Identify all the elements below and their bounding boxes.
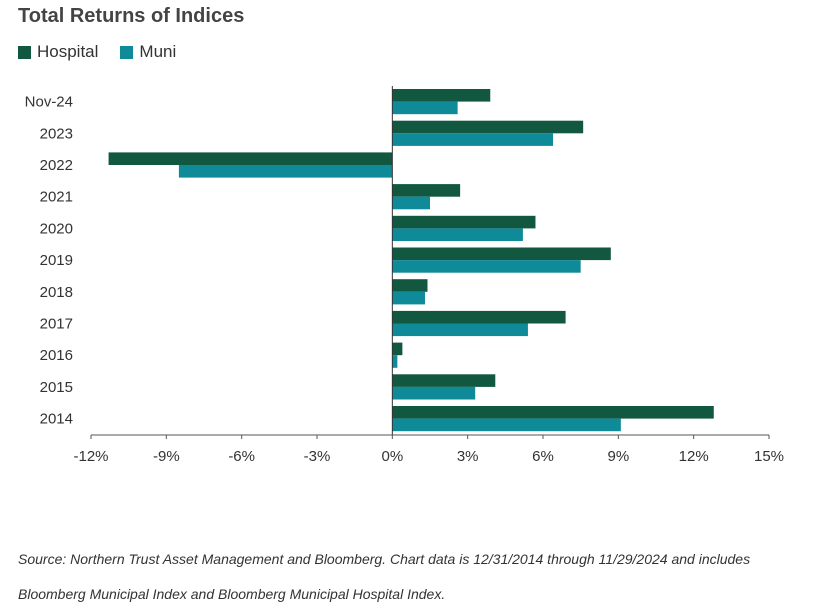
bar-muni-2020 bbox=[392, 228, 523, 241]
bar-hospital-2023 bbox=[392, 120, 584, 134]
bar-muni-2021 bbox=[392, 196, 430, 210]
chart-title: Total Returns of Indices bbox=[18, 5, 245, 27]
x-tick-label: 3% bbox=[457, 448, 479, 465]
legend: Hospital Muni bbox=[18, 42, 198, 62]
bar-hospital-2020 bbox=[392, 215, 536, 229]
legend-label-muni: Muni bbox=[139, 42, 177, 61]
x-tick-label: 9% bbox=[607, 448, 629, 465]
x-tick-label: 6% bbox=[532, 448, 554, 465]
category-label-2018: 2018 bbox=[40, 284, 73, 301]
bar-muni-2019 bbox=[392, 260, 581, 273]
category-label-2022: 2022 bbox=[40, 157, 73, 174]
x-tick-label: 15% bbox=[754, 448, 784, 465]
bar-hospital-2022 bbox=[108, 152, 393, 165]
source-note-line-2: Bloomberg Municipal Index and Bloomberg … bbox=[18, 586, 446, 602]
legend-swatch-hospital bbox=[18, 45, 31, 59]
legend-label-hospital: Hospital bbox=[37, 42, 99, 61]
bar-muni-2015 bbox=[392, 386, 476, 400]
x-tick-label: -6% bbox=[228, 448, 255, 465]
category-label-nov-24: Nov-24 bbox=[25, 94, 73, 111]
x-tick-label: 0% bbox=[381, 448, 403, 465]
category-label-2019: 2019 bbox=[40, 252, 73, 269]
bar-muni-2017 bbox=[392, 323, 528, 337]
category-label-2015: 2015 bbox=[40, 379, 73, 396]
x-tick-label: -12% bbox=[73, 448, 108, 465]
bar-muni-2014 bbox=[392, 418, 621, 432]
bar-hospital-2018 bbox=[392, 279, 428, 292]
x-tick-label: -3% bbox=[304, 448, 331, 465]
category-label-2021: 2021 bbox=[40, 189, 73, 206]
category-label-2020: 2020 bbox=[40, 220, 73, 237]
x-tick-label: -9% bbox=[153, 448, 180, 465]
bar-muni-2022 bbox=[178, 165, 393, 178]
x-tick-label: 12% bbox=[679, 448, 709, 465]
bar-muni-2023 bbox=[392, 133, 554, 146]
category-label-2023: 2023 bbox=[40, 125, 73, 142]
category-label-2014: 2014 bbox=[40, 411, 73, 428]
bar-muni-2016 bbox=[392, 355, 398, 368]
category-label-2017: 2017 bbox=[40, 316, 73, 333]
bar-muni-nov-24 bbox=[392, 101, 458, 115]
bar-hospital-2017 bbox=[392, 310, 566, 324]
legend-swatch-muni bbox=[120, 45, 134, 59]
bar-hospital-2021 bbox=[392, 184, 461, 197]
bar-muni-2018 bbox=[392, 291, 425, 305]
bar-hospital-2015 bbox=[392, 374, 496, 387]
legend-item-hospital: Hospital bbox=[18, 42, 98, 62]
legend-item-muni: Muni bbox=[120, 42, 176, 62]
source-note-line-1: Source: Northern Trust Asset Management … bbox=[18, 551, 751, 567]
bar-hospital-2016 bbox=[392, 342, 403, 356]
bar-hospital-2014 bbox=[392, 406, 714, 419]
bar-chart: Nov-24 2023 2022 2021 2020 2019 2018 2017 2016 20… bbox=[25, 86, 784, 465]
category-label-2016: 2016 bbox=[40, 347, 73, 364]
bar-hospital-nov-24 bbox=[392, 89, 491, 102]
bar-hospital-2019 bbox=[392, 247, 611, 261]
